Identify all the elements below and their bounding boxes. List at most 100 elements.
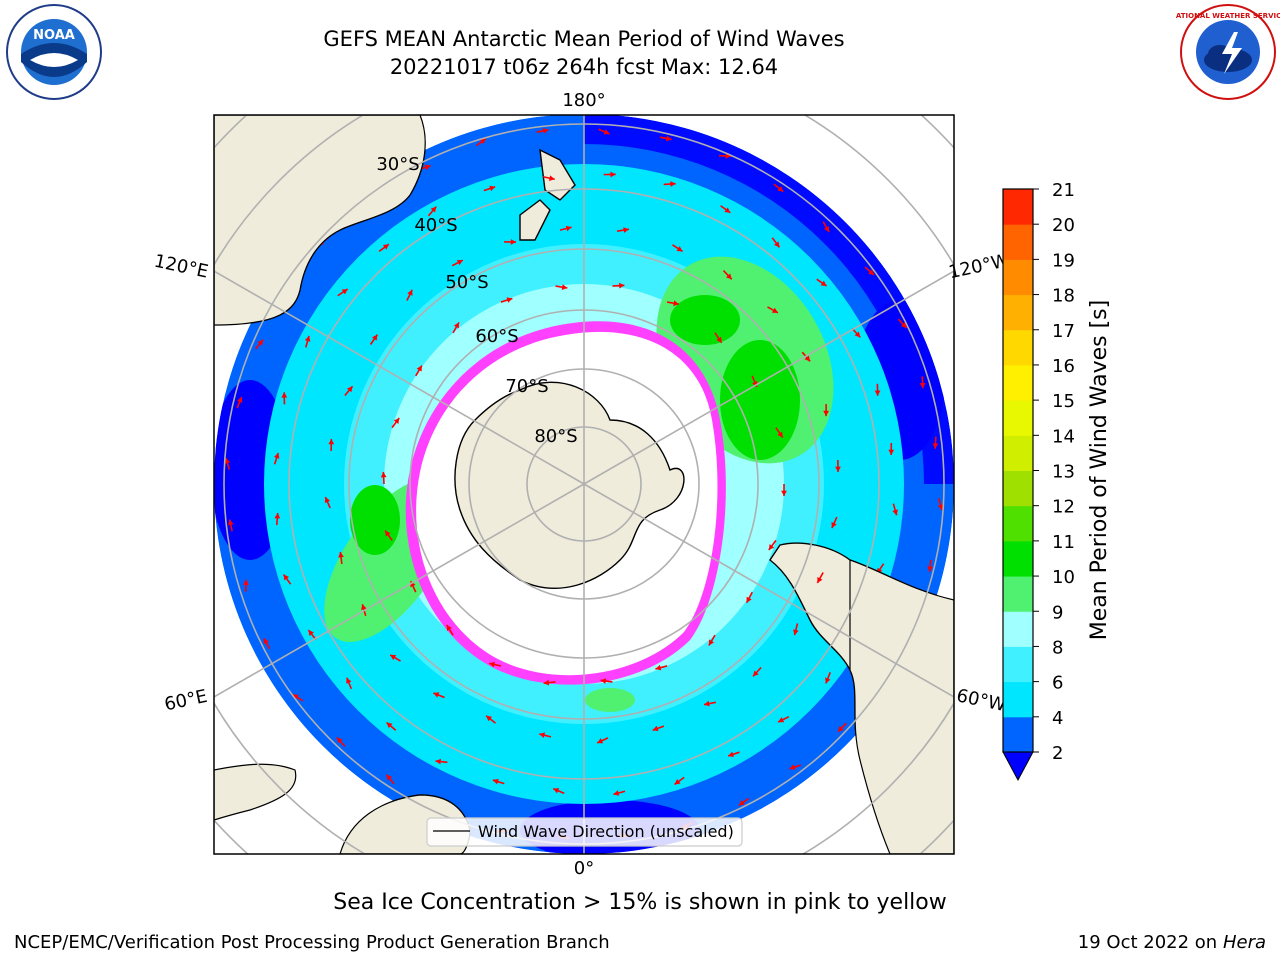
wind-arrow-head bbox=[361, 604, 367, 611]
colorbar-extend-min bbox=[1002, 751, 1034, 782]
wind-arrow-head bbox=[243, 579, 249, 586]
colorbar: 2 4 6 8 9 10 11 12 13 14 15 16 17 18 19 20 21 Mean Perio… bbox=[1002, 180, 1112, 782]
wind-arrow-head bbox=[781, 490, 787, 496]
antarctica-land bbox=[454, 381, 685, 589]
wind-arrow-head bbox=[227, 519, 234, 526]
wind-arrow-head bbox=[416, 365, 422, 372]
wind-arrow-head bbox=[835, 466, 841, 472]
legend-label: Wind Wave Direction (unscaled) bbox=[478, 822, 734, 841]
wind-arrow-head bbox=[548, 175, 555, 181]
footer-machine: Hera bbox=[1222, 932, 1266, 953]
wind-arrow-head bbox=[430, 206, 437, 213]
wind-arrow-head bbox=[888, 449, 895, 455]
wind-arrow-head bbox=[263, 638, 269, 645]
wind-arrow-head bbox=[237, 396, 243, 403]
colorbar-tick-label: 10 bbox=[1052, 567, 1075, 588]
wind-arrow-head bbox=[510, 239, 517, 245]
lon-label-60w: 60°W bbox=[955, 685, 1008, 716]
wind-arrow-head bbox=[274, 513, 281, 519]
noaa-logo: NOAA bbox=[6, 4, 102, 100]
wind-arrow-head bbox=[543, 679, 550, 686]
wind-arrow-head bbox=[777, 186, 784, 192]
colorbar-tick-label: 21 bbox=[1052, 180, 1075, 201]
wind-arrow-head bbox=[716, 336, 722, 343]
wind-arrow-head bbox=[565, 225, 572, 232]
wind-arrow-head bbox=[453, 322, 459, 329]
wind-arrow-head bbox=[386, 774, 393, 781]
colorbar-swatch bbox=[1003, 646, 1033, 683]
lon-label-120e: 120°E bbox=[152, 251, 210, 283]
wind-arrow-head bbox=[789, 764, 796, 770]
graticule bbox=[214, 115, 954, 854]
wind-arrow-head bbox=[489, 661, 495, 668]
colorbar-swatch bbox=[1003, 224, 1033, 260]
wind-arrow-head bbox=[652, 725, 659, 732]
wind-arrow-head bbox=[655, 664, 662, 671]
wind-arrow-head bbox=[708, 639, 715, 646]
wind-arrow-head bbox=[831, 522, 837, 528]
wind-arrow-head bbox=[892, 509, 898, 516]
colorbar-swatch bbox=[1003, 400, 1033, 436]
wind-arrow-head bbox=[292, 694, 299, 700]
wind-arrow-head bbox=[768, 544, 775, 551]
wind-arrow-head bbox=[676, 246, 683, 252]
wind-arrow-head bbox=[937, 504, 944, 511]
footer-date-text: 19 Oct 2022 on bbox=[1077, 932, 1223, 953]
wind-arrow-head bbox=[728, 751, 734, 758]
wind-arrow-head bbox=[304, 335, 311, 342]
wind-arrow-head bbox=[603, 129, 610, 135]
wind-arrow-head bbox=[597, 738, 604, 744]
wind-arrow-head bbox=[724, 207, 731, 213]
wind-arrow-head bbox=[610, 171, 616, 178]
lat-label-70s: 70°S bbox=[505, 376, 548, 397]
wind-arrow-head bbox=[820, 280, 827, 286]
lon-label-60e: 60°E bbox=[163, 686, 210, 716]
wind-arrow-head bbox=[346, 386, 353, 393]
wind-arrow-head bbox=[341, 289, 348, 295]
wind-arrow-head bbox=[619, 282, 625, 289]
wind-arrow-head bbox=[804, 355, 811, 362]
wind-arrow-head bbox=[273, 452, 280, 459]
wind-arrow-head bbox=[823, 410, 829, 417]
wind-arrow-head bbox=[793, 629, 799, 636]
colorbar-tick-label: 17 bbox=[1052, 321, 1075, 342]
wind-arrow-head bbox=[424, 164, 431, 171]
wind-arrow-head bbox=[224, 457, 231, 464]
chart-title: GEFS MEAN Antarctic Mean Period of Wind … bbox=[323, 27, 845, 51]
lat-label-50s: 50°S bbox=[445, 272, 488, 293]
lat-label-40s: 40°S bbox=[414, 215, 457, 236]
wind-arrow-head bbox=[385, 530, 391, 537]
wind-arrow-head bbox=[868, 269, 875, 276]
wind-arrow-head bbox=[919, 382, 926, 389]
colorbar-swatch bbox=[1003, 681, 1033, 718]
wind-arrow-head bbox=[746, 596, 752, 603]
colorbar-label: Mean Period of Wind Waves [s] bbox=[1087, 300, 1112, 640]
new-zealand-land bbox=[519, 148, 576, 241]
wind-arrow-head bbox=[600, 678, 607, 684]
wind-arrow-head bbox=[854, 331, 861, 338]
colorbar-tick-label: 12 bbox=[1052, 497, 1075, 518]
lat-label-60s: 60°S bbox=[475, 326, 518, 347]
colorbar-tick-label: 18 bbox=[1052, 286, 1075, 307]
map-area bbox=[214, 115, 954, 854]
footer-branch: NCEP/EMC/Verification Post Processing Pr… bbox=[14, 932, 610, 953]
colorbar-tick-label: 6 bbox=[1052, 673, 1063, 694]
colorbar-swatch bbox=[1003, 576, 1033, 612]
chart-subtitle: 20221017 t06z 264h fcst Max: 12.64 bbox=[389, 55, 779, 79]
wind-arrow-head bbox=[456, 260, 463, 266]
colorbar-tick-label: 19 bbox=[1052, 250, 1075, 271]
wind-arrow-head bbox=[542, 128, 549, 134]
lon-label-0: 0° bbox=[574, 858, 594, 879]
colorbar-swatch bbox=[1003, 189, 1033, 225]
nws-logo: NATIONAL WEATHER SERVICE bbox=[1176, 4, 1280, 100]
wind-arrow-head bbox=[674, 779, 681, 785]
wind-arrow-head bbox=[665, 135, 672, 142]
wind-arrow-head bbox=[382, 244, 389, 250]
wind-arrow-head bbox=[900, 322, 907, 329]
wind-arrow-head bbox=[480, 138, 486, 144]
colorbar-tick-label: 15 bbox=[1052, 391, 1075, 412]
colorbar-swatch bbox=[1003, 435, 1033, 471]
colorbar-tick-label: 16 bbox=[1052, 356, 1075, 377]
wind-arrow-head bbox=[257, 339, 264, 346]
colorbar-swatch bbox=[1003, 540, 1033, 577]
